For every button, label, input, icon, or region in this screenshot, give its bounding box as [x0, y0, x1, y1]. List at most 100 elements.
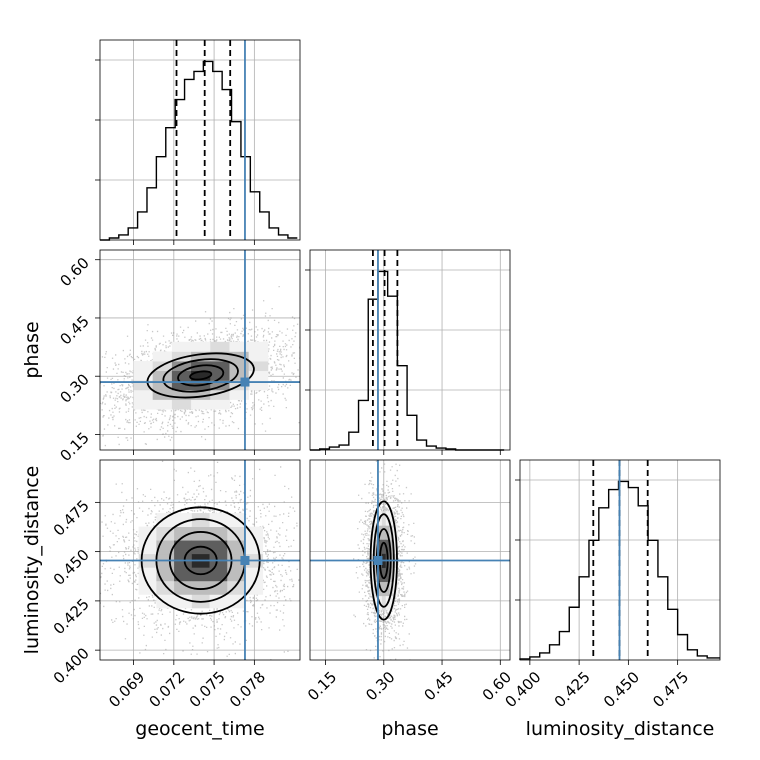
density-cell: [389, 511, 394, 526]
x-tick-label-phase: 0.45: [420, 668, 456, 704]
histogram-luminosity_distance: [519, 480, 720, 660]
density-cell: [171, 380, 192, 391]
density-cell: [210, 361, 230, 372]
density-cell: [210, 399, 230, 410]
density-cell: [248, 351, 269, 362]
density-cell: [229, 389, 250, 400]
hist-panel-phase: [305, 249, 511, 455]
density-cell: [389, 595, 394, 611]
x-tick-label-geocent_time: 0.075: [186, 668, 229, 711]
density-cell: [191, 526, 210, 541]
density-cell: [209, 580, 228, 595]
density-cell: [381, 595, 387, 611]
density-cell: [171, 389, 192, 400]
density-cell: [378, 539, 383, 554]
density-cell: [381, 539, 387, 554]
y-tick-label-luminosity_distance: 0.425: [50, 595, 93, 638]
density-cell: [174, 594, 193, 609]
x-tick-label-geocent_time: 0.078: [226, 668, 269, 711]
2d-panel-geocent_time-vs-phase: [95, 249, 301, 455]
density-cell: [374, 567, 379, 583]
panel-frame: [99, 249, 301, 451]
density-cell: [227, 513, 246, 528]
density-cell: [374, 539, 379, 554]
density-cell: [389, 567, 394, 583]
density-cell: [385, 581, 390, 597]
density-cell: [393, 539, 398, 554]
density-cell: [381, 525, 387, 540]
density-cell: [378, 567, 383, 583]
density-cell: [374, 595, 379, 611]
y-tick-label-luminosity_distance: 0.450: [50, 546, 93, 589]
density-cell: [381, 581, 387, 597]
density-cell: [229, 341, 250, 352]
density-cell: [191, 341, 211, 352]
density-cell: [171, 399, 192, 410]
density-cell: [210, 341, 230, 352]
x-tick-label-geocent_time: 0.072: [145, 668, 188, 711]
y-tick-label-phase: 0.15: [56, 429, 92, 465]
contour-line-2: [177, 364, 225, 387]
y-tick-label-luminosity_distance: 0.475: [50, 496, 93, 539]
density-cell: [210, 389, 230, 400]
truth-marker: [373, 555, 383, 565]
y-axis-label-phase: phase: [21, 321, 43, 378]
panel-contents: [310, 460, 510, 660]
contour-line-3: [162, 358, 239, 393]
panel-contents: [100, 250, 300, 450]
density-cell: [385, 567, 390, 583]
density-cell: [171, 361, 192, 372]
y-tick-label-phase: 0.45: [56, 312, 92, 348]
truth-marker: [240, 377, 250, 387]
density-cell: [209, 540, 228, 555]
2d-panel-phase-vs-luminosity_distance: [309, 459, 511, 665]
density-cell: [171, 341, 192, 352]
density-cell: [393, 567, 398, 583]
density-cell: [210, 380, 230, 391]
x-axis-label-luminosity_distance: luminosity_distance: [526, 718, 715, 740]
density-cell: [191, 513, 210, 528]
density-cell: [152, 380, 173, 391]
density-cell: [381, 567, 387, 583]
density-cell: [171, 370, 192, 381]
density-cell: [138, 567, 157, 582]
histogram-phase: [310, 270, 505, 451]
x-tick-label-luminosity_distance: 0.475: [649, 668, 692, 711]
density-cell: [370, 539, 375, 554]
x-tick-label-geocent_time: 0.069: [105, 668, 148, 711]
density-cell: [248, 361, 269, 372]
density-cell: [389, 539, 394, 554]
density-cell: [174, 540, 193, 555]
y-axis-label-luminosity_distance: luminosity_distance: [21, 466, 43, 655]
density-cell: [133, 380, 154, 391]
density-cell: [374, 511, 379, 526]
density-cell: [191, 351, 211, 362]
y-tick-label-phase: 0.60: [56, 254, 92, 290]
density-cell: [133, 389, 154, 400]
density-cell: [156, 594, 175, 609]
density-cell: [174, 567, 193, 582]
density-cell: [210, 370, 230, 381]
density-cell: [209, 513, 228, 528]
histogram-geocent_time: [100, 60, 298, 241]
density-cell: [227, 580, 246, 595]
y-tick-label-phase: 0.30: [56, 370, 92, 406]
panel-frame: [309, 459, 511, 661]
density-cell: [248, 370, 269, 381]
density-cell: [191, 389, 211, 400]
x-tick-label-phase: 0.30: [362, 668, 398, 704]
x-axis-label-geocent_time: geocent_time: [135, 718, 264, 740]
density-cell: [152, 370, 173, 381]
density-cell: [152, 399, 173, 410]
density-cell: [133, 370, 154, 381]
panel-frame: [99, 39, 301, 241]
density-cell: [209, 594, 228, 609]
density-cell: [152, 351, 173, 362]
x-tick-label-luminosity_distance: 0.450: [600, 668, 643, 711]
density-cell: [229, 370, 250, 381]
density-cell: [229, 361, 250, 372]
density-cell: [191, 580, 210, 595]
density-cell: [133, 361, 154, 372]
2d-panel-geocent_time-vs-luminosity_distance: [95, 459, 301, 665]
